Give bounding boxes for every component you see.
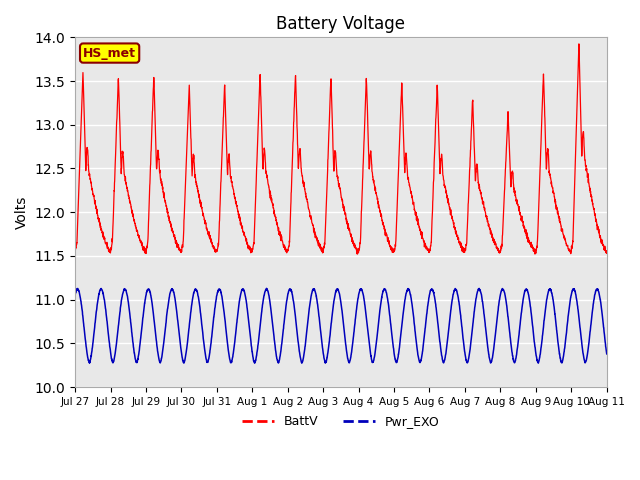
Pwr_EXO — [251, 360, 259, 366]
Pwr_EXO — [518, 307, 525, 313]
Title: Battery Voltage: Battery Voltage — [276, 15, 405, 33]
BattV — [552, 198, 559, 204]
BattV — [638, 248, 640, 254]
Pwr_EXO — [262, 286, 270, 291]
Pwr_EXO — [632, 341, 640, 347]
BattV — [431, 133, 439, 139]
Y-axis label: Volts: Volts — [15, 195, 29, 229]
BattV — [531, 251, 539, 257]
Pwr_EXO — [482, 324, 490, 330]
Pwr_EXO — [71, 292, 79, 298]
Text: HS_met: HS_met — [83, 47, 136, 60]
BattV — [575, 41, 583, 47]
BattV — [188, 145, 195, 151]
Line: Pwr_EXO: Pwr_EXO — [75, 288, 640, 363]
Pwr_EXO — [638, 293, 640, 299]
Legend: BattV, Pwr_EXO: BattV, Pwr_EXO — [237, 410, 444, 433]
Line: BattV: BattV — [75, 44, 640, 254]
Pwr_EXO — [432, 301, 440, 307]
BattV — [518, 216, 525, 221]
BattV — [71, 248, 79, 254]
BattV — [481, 208, 489, 214]
BattV — [632, 240, 640, 246]
Pwr_EXO — [188, 306, 195, 312]
Pwr_EXO — [552, 318, 559, 324]
